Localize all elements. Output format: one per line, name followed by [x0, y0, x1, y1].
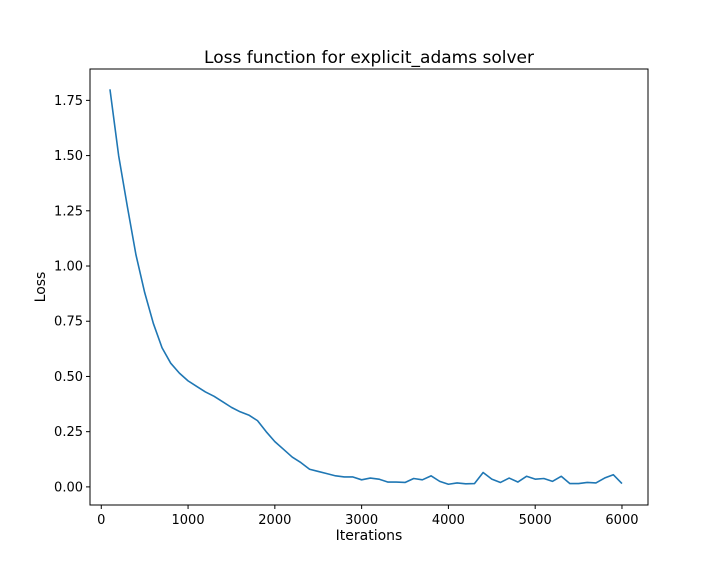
x-tick-label: 5000 — [519, 513, 552, 528]
x-tick-label: 4000 — [432, 513, 465, 528]
x-tick-label: 6000 — [605, 513, 638, 528]
x-tick-label: 3000 — [345, 513, 378, 528]
x-tick-label: 1000 — [172, 513, 205, 528]
y-tick-label: 1.75 — [54, 94, 83, 109]
x-axis-label: Iterations — [336, 528, 403, 544]
y-tick-label: 0.00 — [54, 480, 83, 495]
axes-frame — [89, 68, 649, 506]
y-tick-label: 1.00 — [54, 260, 83, 275]
y-tick-label: 0.50 — [54, 370, 83, 385]
y-axis-label: Loss — [33, 272, 49, 303]
y-tick-label: 1.25 — [54, 204, 83, 219]
plot-area — [109, 89, 623, 486]
x-tick-label: 2000 — [258, 513, 291, 528]
chart-title: Loss function for explicit_adams solver — [204, 48, 534, 68]
y-tick-label: 0.75 — [54, 315, 83, 330]
y-tick-label: 1.50 — [54, 149, 83, 164]
x-axis-ticks: 0 1000 2000 3000 4000 5000 6000 — [97, 505, 639, 528]
x-tick-label: 0 — [97, 513, 105, 528]
y-axis-ticks: 0.00 0.25 0.50 0.75 1.00 1.25 1.50 1.75 — [54, 94, 90, 495]
y-tick-label: 0.25 — [54, 425, 83, 440]
loss-series-line — [109, 89, 623, 486]
